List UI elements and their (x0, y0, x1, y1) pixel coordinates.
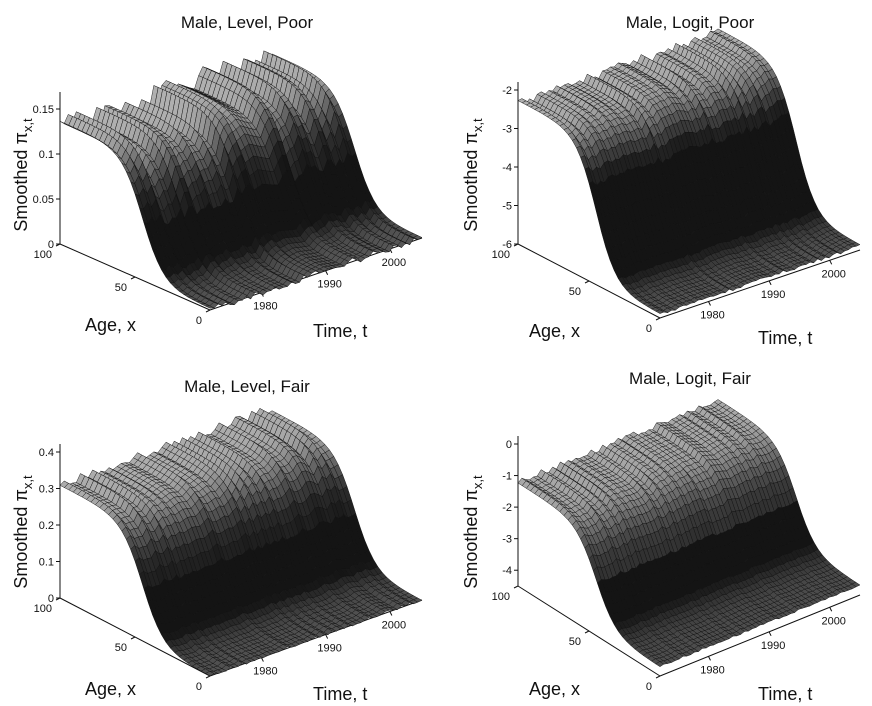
time-tick-label: 1980 (253, 301, 277, 313)
age-tick-mark (55, 243, 61, 247)
age-tick-mark (655, 317, 661, 321)
z-tick-label: 0.1 (39, 557, 54, 569)
time-tick-label: 1990 (317, 643, 341, 655)
age-tick-label: 0 (646, 323, 652, 335)
z-axis-label: Smoothed πx,t (11, 118, 35, 232)
age-axis-label: Age, x (85, 679, 136, 699)
time-axis-label: Time, t (313, 321, 367, 341)
time-tick-mark (829, 260, 833, 265)
age-tick-mark (205, 675, 211, 679)
time-axis-label: Time, t (313, 684, 367, 704)
panel-title: Male, Logit, Poor (626, 13, 755, 32)
age-tick-label: 100 (492, 249, 510, 261)
time-tick-mark (325, 270, 329, 275)
z-tick-label: -2 (502, 85, 512, 97)
z-tick-label: 0 (48, 239, 54, 251)
time-tick-label: 1980 (700, 310, 724, 322)
time-tick-label: 1990 (761, 289, 785, 301)
age-axis-label: Age, x (529, 321, 580, 341)
time-tick-label: 2000 (382, 620, 406, 632)
time-axis-label: Time, t (758, 328, 812, 348)
time-tick-label: 1980 (253, 666, 277, 678)
z-tick-label: 0.1 (39, 149, 54, 161)
age-tick-label: 100 (34, 249, 52, 261)
age-tick-mark (130, 636, 136, 640)
z-tick-label: -4 (502, 162, 512, 174)
z-tick-label: 0.05 (33, 194, 54, 206)
z-axis-label: Smoothed πx,t (11, 475, 35, 589)
age-tick-label: 50 (115, 642, 127, 654)
panel-male-logit-poor: Male, Logit, Poor Smoothed πx,t Age, x T… (461, 13, 861, 348)
panel-title: Male, Level, Fair (184, 377, 310, 396)
time-tick-label: 2000 (382, 257, 406, 269)
time-tick-label: 1990 (317, 279, 341, 291)
z-tick-label: 0.2 (39, 520, 54, 532)
time-tick-mark (325, 634, 329, 639)
z-axis-label: Smoothed πx,t (461, 118, 485, 232)
age-tick-mark (584, 280, 590, 284)
age-tick-label: 50 (569, 286, 581, 298)
panel-male-level-fair: Male, Level, Fair Smoothed πx,t Age, x T… (11, 377, 423, 704)
time-tick-mark (389, 611, 393, 616)
age-axis-label: Age, x (85, 315, 136, 335)
surface-mesh (59, 407, 423, 677)
z-tick-label: 0.4 (39, 447, 54, 459)
z-tick-label: -5 (502, 201, 512, 213)
panel-male-level-poor: Male, Level, Poor Smoothed πx,t Age, x T… (11, 13, 423, 341)
age-tick-label: 100 (34, 603, 52, 615)
z-tick-label: -3 (502, 124, 512, 136)
panel-title: Male, Level, Poor (181, 13, 314, 32)
age-tick-label: 0 (196, 681, 202, 693)
age-tick-mark (130, 276, 136, 280)
time-tick-mark (708, 301, 711, 306)
age-tick-label: 50 (115, 282, 127, 294)
z-tick-label: 0.15 (33, 104, 54, 116)
surface-mesh (59, 50, 423, 309)
age-tick-mark (205, 309, 211, 313)
age-tick-label: 0 (196, 315, 202, 327)
z-tick-label: 0.3 (39, 484, 54, 496)
time-tick-label: 2000 (821, 268, 845, 280)
time-tick-mark (768, 280, 772, 286)
